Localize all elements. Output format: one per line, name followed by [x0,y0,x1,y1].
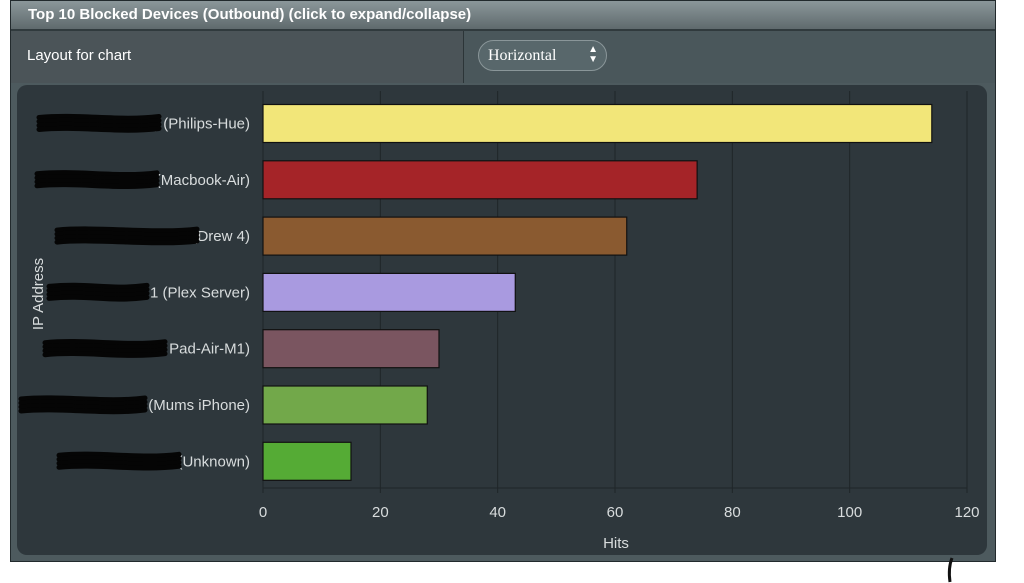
category-label-0: ) (Philips-Hue) [154,116,250,133]
layout-label-cell: Layout for chart [11,31,464,83]
category-label-1: 3 (Macbook-Air) [143,172,250,189]
y-axis-label: IP Address [30,258,47,330]
scribble-stroke-6-1 [56,455,182,463]
bar-5 [262,385,428,425]
scribble-stroke-0-2 [36,121,162,129]
scribble-stroke-1-3 [34,182,160,190]
scribble-stroke-3-1 [46,286,150,294]
bar-6 [262,441,352,481]
redaction-scribble-0 [36,113,162,133]
panel-title[interactable]: Top 10 Blocked Devices (Outbound) (click… [28,6,472,23]
scribble-stroke-3-3 [46,294,150,302]
x-tick-label-5: 100 [837,504,862,521]
scribble-stroke-0-1 [36,117,162,125]
scribble-stroke-5-0 [18,395,148,403]
scribble-stroke-5-2 [18,403,148,411]
category-label-layer: ) (Philips-Hue) 3 (Macbook-Air) (Drew 4) 1 … [143,116,250,471]
chart-container: ) (Philips-Hue) 3 (Macbook-Air) (Drew 4) 1 … [17,85,987,555]
scribble-stroke-1-1 [34,174,160,182]
scribble-stroke-1-2 [34,178,160,186]
redaction-scribble-3 [46,282,150,302]
select-arrows-icon: ▲ ▼ [588,44,598,65]
category-label-3: 1 (Plex Server) [150,284,250,301]
scribble-stroke-4-2 [42,347,168,354]
scribble-stroke-6-3 [56,463,182,471]
scribble-stroke-4-0 [42,339,168,346]
bar-2 [262,216,628,256]
x-tick-label-6: 120 [954,504,979,521]
scribble-stroke-0-0 [36,113,162,121]
bar-3 [262,272,516,312]
category-label-4: Pad-Air-M1) [169,341,250,358]
layout-value-cell: Horizontal ▲ ▼ [464,31,995,83]
scribble-stroke-5-1 [18,399,148,407]
redaction-layer [18,113,200,471]
x-tick-label-0: 0 [259,504,267,521]
scribble-stroke-1-0 [34,170,160,178]
redaction-scribble-2 [54,226,200,246]
category-label-6: 9 (Unknown) [165,453,250,470]
category-label-2: (Drew 4) [192,228,250,245]
redaction-scribble-4 [42,339,168,358]
scribble-stroke-4-3 [42,351,168,358]
bar-4 [262,329,440,369]
x-axis-label: Hits [603,535,629,552]
scribble-stroke-0-3 [36,125,162,133]
bar-layer [262,103,933,481]
scribble-stroke-2-0 [54,226,200,234]
scribble-stroke-2-2 [54,234,200,242]
corner-mark [947,557,954,583]
scribble-stroke-5-3 [18,407,148,415]
scribble-stroke-3-2 [46,290,150,298]
redaction-scribble-5 [18,395,148,415]
x-tick-label-1: 20 [372,504,389,521]
scribble-stroke-2-3 [54,238,200,246]
blocked-devices-panel: Top 10 Blocked Devices (Outbound) (click… [10,0,996,562]
x-tick-label-4: 80 [724,504,741,521]
layout-select[interactable]: Horizontal ▲ ▼ [478,40,607,71]
scribble-stroke-2-1 [54,230,200,238]
x-tick-label-3: 60 [607,504,624,521]
scribble-stroke-6-2 [56,459,182,467]
bar-0 [262,103,933,144]
redaction-scribble-6 [56,451,182,471]
scribble-stroke-3-0 [46,282,150,290]
panel-header[interactable]: Top 10 Blocked Devices (Outbound) (click… [11,1,995,31]
layout-label: Layout for chart [27,47,132,64]
redaction-scribble-1 [34,170,160,190]
bar-chart: ) (Philips-Hue) 3 (Macbook-Air) (Drew 4) 1 … [18,91,980,552]
layout-select-value: Horizontal [488,47,557,64]
x-tick-label-2: 40 [489,504,506,521]
tick-layer: 0 20 40 60 80 100 120 [259,504,980,521]
scribble-stroke-6-0 [56,451,182,459]
layout-row: Layout for chart Horizontal ▲ ▼ [11,31,995,83]
scribble-stroke-4-1 [42,343,168,350]
bar-1 [262,160,698,200]
category-label-5: (Mums iPhone) [148,397,250,414]
